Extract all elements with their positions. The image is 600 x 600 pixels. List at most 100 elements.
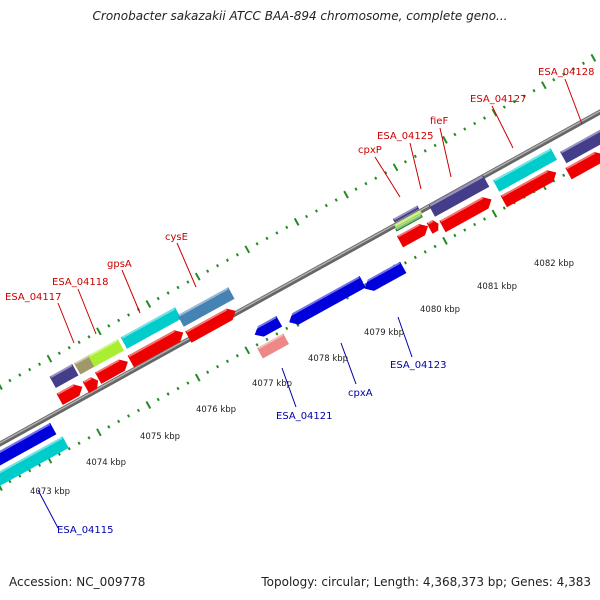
gene-block-esa-04117-highlight xyxy=(50,364,73,378)
cds-arrow-esa-04125 xyxy=(426,220,439,234)
gene-block-esa-04117 xyxy=(49,364,79,388)
gene-label-cyse[interactable]: cysE xyxy=(165,232,188,243)
gene-block-fief xyxy=(428,175,490,217)
gene-block-esa-04121 xyxy=(257,333,289,359)
gene-label-esa-04123[interactable]: ESA_04123 xyxy=(390,360,447,371)
gene-label-esa-04117[interactable]: ESA_04117 xyxy=(5,292,62,303)
lower-ruler-tick xyxy=(265,337,269,342)
lower-ruler-tick xyxy=(491,209,498,218)
upper-ruler-tick xyxy=(532,88,536,93)
gene-block-gpsa xyxy=(88,339,124,367)
upper-ruler-tick xyxy=(473,121,477,126)
leader-fief xyxy=(439,127,452,178)
gene-block-cyse-b-highlight xyxy=(178,287,229,317)
cds-arrow-cyse-a-highlight xyxy=(128,330,175,358)
upper-ruler-tick xyxy=(590,53,597,62)
upper-ruler-tick xyxy=(512,99,516,104)
gene-label-esa-04115[interactable]: ESA_04115 xyxy=(57,525,114,536)
upper-ruler-tick xyxy=(96,327,102,336)
gene-block-esa-04115-a xyxy=(0,422,57,466)
upper-ruler-tick xyxy=(314,209,318,213)
gene-block-fief-highlight xyxy=(429,175,484,207)
scale-label-4076: 4076 kbp xyxy=(196,405,236,415)
leader-esa-04128 xyxy=(564,78,583,125)
leader-esa-04125 xyxy=(409,142,422,190)
cds-arrow-cpxp-highlight xyxy=(397,223,420,238)
gene-block-cpxp-a-highlight xyxy=(393,205,418,221)
gene-block-gpsa-highlight xyxy=(88,339,118,357)
gene-label-gpsa[interactable]: gpsA xyxy=(107,259,132,270)
upper-ruler-tick xyxy=(413,154,417,159)
lower-ruler-tick xyxy=(453,233,457,238)
leader-cpxa xyxy=(340,342,357,385)
lower-ruler-tick xyxy=(483,217,487,221)
upper-ruler-tick xyxy=(562,72,566,76)
gene-block-cpxp-c xyxy=(395,214,423,232)
upper-ruler-tick xyxy=(541,81,547,90)
upper-ruler-tick xyxy=(293,217,300,226)
upper-ruler-tick xyxy=(117,318,121,323)
cds-arrow-cyse-a xyxy=(127,330,184,368)
cds-arrow-esa-04125-highlight xyxy=(427,220,434,225)
cds-arrow-esa-04121-highlight xyxy=(252,316,277,331)
cds-arrow-gpsa-highlight xyxy=(95,359,120,374)
lower-ruler-tick xyxy=(285,326,289,331)
cds-arrow-cyse-b-highlight xyxy=(186,308,228,333)
upper-ruler-tick xyxy=(216,264,220,268)
upper-ruler-tick xyxy=(522,94,526,98)
gene-label-esa-04125[interactable]: ESA_04125 xyxy=(377,131,434,142)
cds-arrow-fief-highlight xyxy=(440,197,484,223)
upper-ruler-tick xyxy=(384,171,388,175)
leader-esa-04121 xyxy=(281,367,297,408)
upper-ruler-tick xyxy=(107,324,111,328)
cds-arrow-esa-04123 xyxy=(364,261,407,291)
leader-esa-04118 xyxy=(77,288,97,335)
gene-label-fief[interactable]: fieF xyxy=(430,116,448,127)
gene-block-cpxp-b-highlight xyxy=(395,210,421,227)
upper-ruler-tick xyxy=(127,313,131,317)
upper-ruler-tick xyxy=(38,362,42,366)
upper-ruler-tick xyxy=(87,335,91,339)
lower-ruler-tick xyxy=(136,408,140,413)
backbone-shadow xyxy=(0,109,600,447)
upper-ruler-tick xyxy=(491,108,498,117)
upper-ruler-tick xyxy=(343,190,349,199)
upper-ruler-tick xyxy=(166,291,170,295)
gene-label-cpxp[interactable]: cpxP xyxy=(358,145,382,156)
upper-ruler-tick xyxy=(442,135,448,144)
lower-ruler-tick xyxy=(502,206,506,210)
gene-block-esa-04115-b xyxy=(0,436,69,486)
leader-cpxp xyxy=(374,156,401,198)
upper-ruler-tick xyxy=(483,116,487,120)
upper-ruler-tick xyxy=(235,253,239,257)
upper-ruler-tick xyxy=(581,61,585,66)
upper-ruler-tick xyxy=(392,163,399,172)
lower-ruler-tick xyxy=(107,425,111,429)
scale-label-4082: 4082 kbp xyxy=(534,259,574,269)
leader-esa-04127 xyxy=(491,105,514,149)
upper-ruler-tick xyxy=(67,345,71,350)
scale-label-4078: 4078 kbp xyxy=(308,354,348,364)
gene-block-esa-04115-a-highlight xyxy=(0,423,51,453)
lower-ruler-tick xyxy=(244,346,251,355)
gene-label-esa-04127[interactable]: ESA_04127 xyxy=(470,94,527,105)
cds-arrow-cpxa-highlight xyxy=(287,276,360,318)
gene-block-cpxp-a xyxy=(392,205,420,223)
cds-arrow-fief xyxy=(439,197,492,233)
gene-label-esa-04118[interactable]: ESA_04118 xyxy=(52,277,109,288)
lower-ruler-tick xyxy=(423,250,427,254)
lower-ruler-tick xyxy=(463,228,467,232)
upper-ruler-tick xyxy=(194,272,201,281)
lower-ruler-tick xyxy=(145,401,152,409)
lower-ruler-tick xyxy=(176,386,180,391)
lower-ruler-tick xyxy=(28,468,32,473)
gene-block-cyse-a xyxy=(120,307,182,349)
upper-ruler-tick xyxy=(463,127,467,131)
gene-label-esa-04128[interactable]: ESA_04128 xyxy=(538,67,595,78)
gene-label-esa-04121[interactable]: ESA_04121 xyxy=(276,411,333,422)
upper-ruler-tick xyxy=(145,300,152,308)
lower-ruler-tick xyxy=(87,436,91,440)
topology-summary: Topology: circular; Length: 4,368,373 bp… xyxy=(261,575,591,589)
gene-label-cpxa[interactable]: cpxA xyxy=(348,388,373,399)
lower-ruler-tick xyxy=(216,365,220,369)
